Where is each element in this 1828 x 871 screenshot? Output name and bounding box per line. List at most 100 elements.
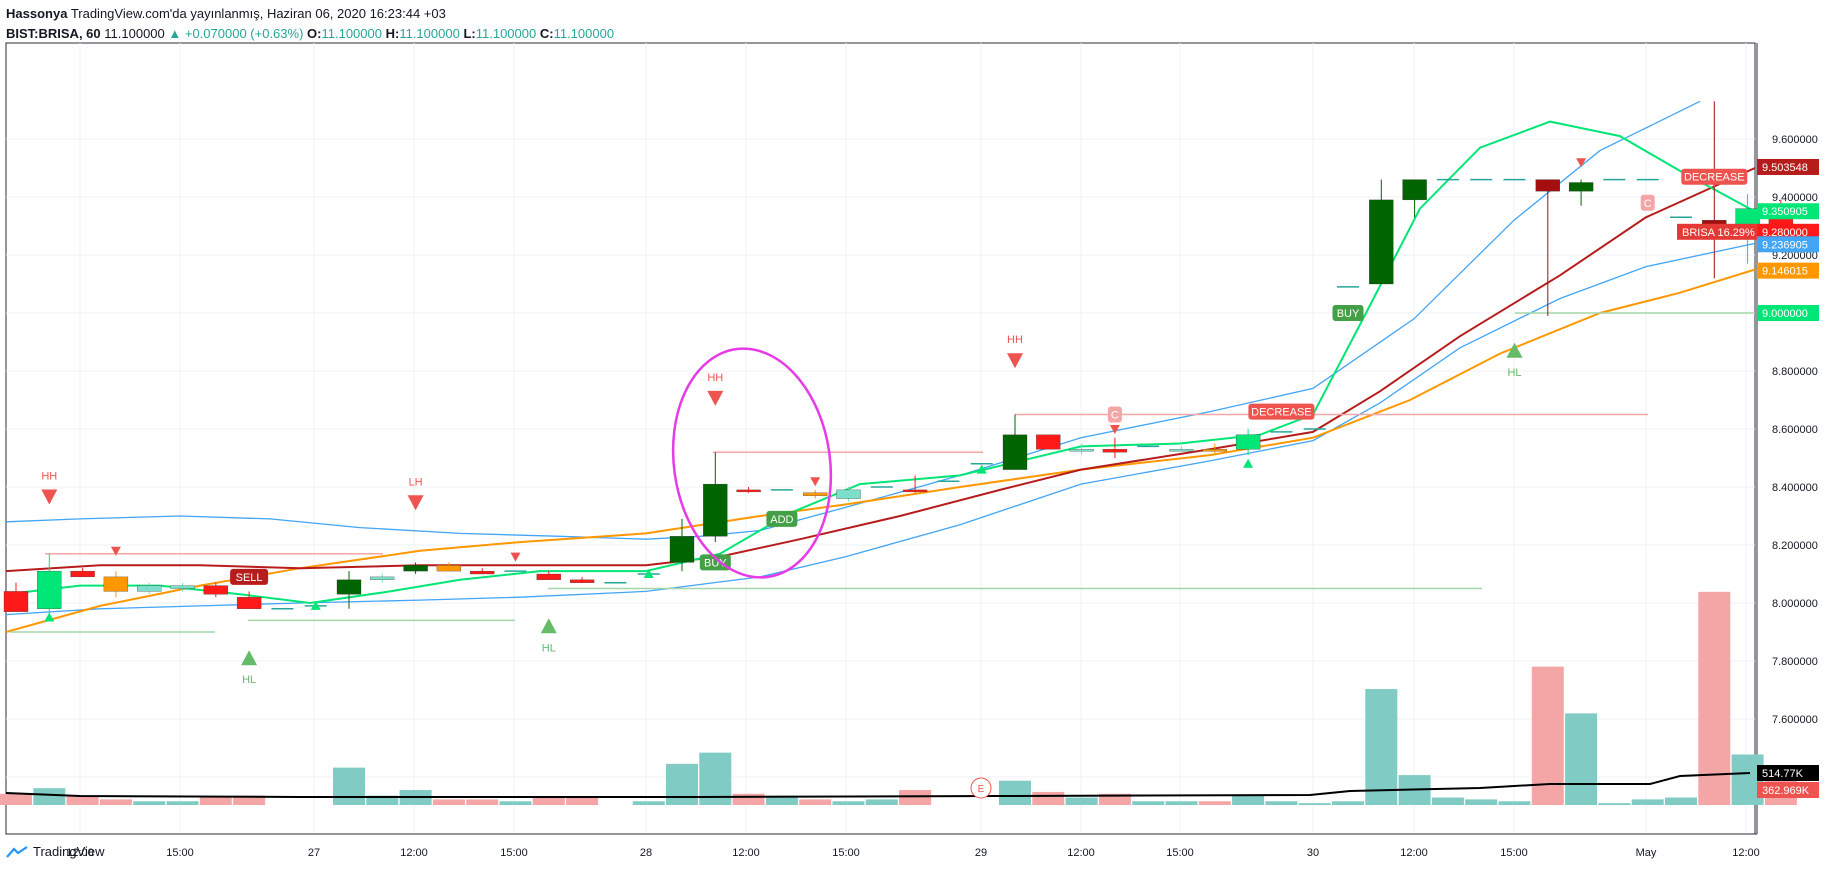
x-tick-label: 15:00: [500, 847, 528, 859]
volume-bar: [1198, 801, 1231, 805]
symbol-label[interactable]: BIST:BRISA, 60: [6, 26, 101, 41]
y-tick-label: 9.400000: [1772, 192, 1818, 204]
pivot-triangle-down: [407, 495, 424, 511]
candle-body: [703, 483, 728, 537]
candle-body: [1036, 434, 1061, 450]
signal-label: BUY: [699, 554, 731, 571]
volume-bar: [166, 801, 199, 805]
candle: [1102, 437, 1128, 458]
candle: [336, 571, 362, 609]
last-price: 11.100000: [104, 26, 165, 41]
symbol-change-label-bg: [1677, 223, 1757, 240]
red-ma: [5, 167, 1756, 573]
candle-body: [137, 585, 162, 592]
green-ma: [5, 120, 1756, 605]
price-axis-label-text: 9.146015: [1762, 266, 1808, 278]
volume-bar: [1498, 801, 1531, 805]
price-axis-label-text: 9.000000: [1762, 308, 1808, 320]
trend-triangle: [44, 612, 55, 622]
candle-body: [569, 579, 595, 583]
y-tick-label: 8.600000: [1772, 424, 1818, 436]
volume-bar: [432, 799, 465, 805]
candle-body: [1568, 182, 1594, 192]
event-marker-label: E: [978, 784, 985, 795]
low-label: L:: [463, 26, 476, 41]
c-marker-text: C: [1111, 410, 1119, 422]
candle-body: [902, 489, 928, 493]
candle-body: [403, 565, 428, 572]
y-tick-label: 9.600000: [1772, 134, 1818, 146]
pivot-marker: HH: [707, 372, 724, 406]
candle-body: [3, 591, 29, 612]
volume-bar: [1631, 799, 1664, 805]
candle-body: [669, 536, 695, 563]
candle: [536, 571, 561, 580]
plot-frame: [5, 42, 1756, 835]
volume-bar: [1431, 797, 1464, 805]
candle: [669, 518, 695, 572]
volume-bar: [1298, 803, 1331, 805]
close-label: C:: [539, 26, 554, 41]
high-label: H:: [385, 26, 400, 41]
volume-axis-label-bg: [1757, 782, 1819, 798]
x-tick-label: 12:00: [732, 847, 760, 859]
x-tick-label: 15:00: [832, 847, 860, 859]
volume-axis-label: 362.969K: [1757, 782, 1819, 798]
event-marker-circle: [970, 777, 992, 799]
signal-label-text: BUY: [1337, 308, 1360, 320]
price-axis-label-bg: [1757, 203, 1819, 220]
volume-bar: [799, 799, 832, 805]
pivot-marker: HL: [540, 618, 557, 654]
x-tick-label: 12:00: [1732, 847, 1760, 859]
candle: [470, 568, 495, 575]
candle: [569, 576, 595, 583]
x-tick-label: 15:00: [166, 847, 194, 859]
volume-axis-label-text: 362.969K: [1762, 785, 1810, 797]
candle-body: [1235, 434, 1261, 450]
candle-body: [37, 570, 62, 609]
tradingview-brand: TradingView: [33, 844, 105, 859]
pivot-marker: LH: [407, 476, 424, 511]
candle-body: [1369, 199, 1394, 285]
volume-bar: [899, 790, 932, 805]
signal-label-bg: [1332, 305, 1364, 321]
close-value: 11.100000: [553, 26, 615, 41]
volume-bar: [1598, 803, 1631, 805]
c-marker-bg: [1107, 406, 1122, 423]
volume-bar: [366, 795, 399, 805]
candle: [103, 571, 129, 598]
pivot-label: LH: [409, 476, 423, 488]
pivot-triangle-down: [41, 489, 58, 505]
candle-body: [436, 565, 462, 572]
candle-body: [1069, 449, 1094, 452]
signal-label: SELL: [230, 568, 269, 585]
volume-bar: [765, 795, 798, 805]
pivot-label: HH: [707, 372, 723, 384]
x-tick-label: 15:00: [1500, 847, 1528, 859]
trend-triangle: [976, 464, 987, 474]
pivot-label: HL: [1507, 367, 1521, 379]
trend-triangle: [110, 546, 121, 556]
pivot-label: HH: [1007, 334, 1023, 346]
candle: [1002, 414, 1028, 470]
y-tick-label: 8.000000: [1772, 598, 1818, 610]
price-axis-label: 9.280000: [1757, 223, 1819, 240]
candle: [203, 582, 228, 598]
pivot-marker: HL: [241, 650, 258, 686]
x-tick-label: 12:00: [66, 847, 94, 859]
signal-label-bg: [230, 568, 269, 585]
volume-bar: [1165, 801, 1198, 805]
symbol-change-label: BRISA 16.29%: [1677, 223, 1757, 240]
price-axis-label: 9.503548: [1757, 158, 1819, 175]
volume-ma-line: [5, 772, 1751, 798]
candle-body: [736, 489, 761, 493]
tradingview-logo[interactable]: TradingView: [6, 844, 105, 859]
symbol-change-label-text: BRISA 16.29%: [1682, 227, 1755, 239]
orange-ma: [5, 268, 1756, 633]
signal-label: BUY: [1332, 305, 1364, 321]
volume-bar: [1065, 797, 1098, 805]
candle-body: [1169, 449, 1194, 452]
change-value: ▲ +0.070000 (+0.63%): [168, 26, 304, 41]
author[interactable]: Hassonya: [6, 6, 68, 21]
